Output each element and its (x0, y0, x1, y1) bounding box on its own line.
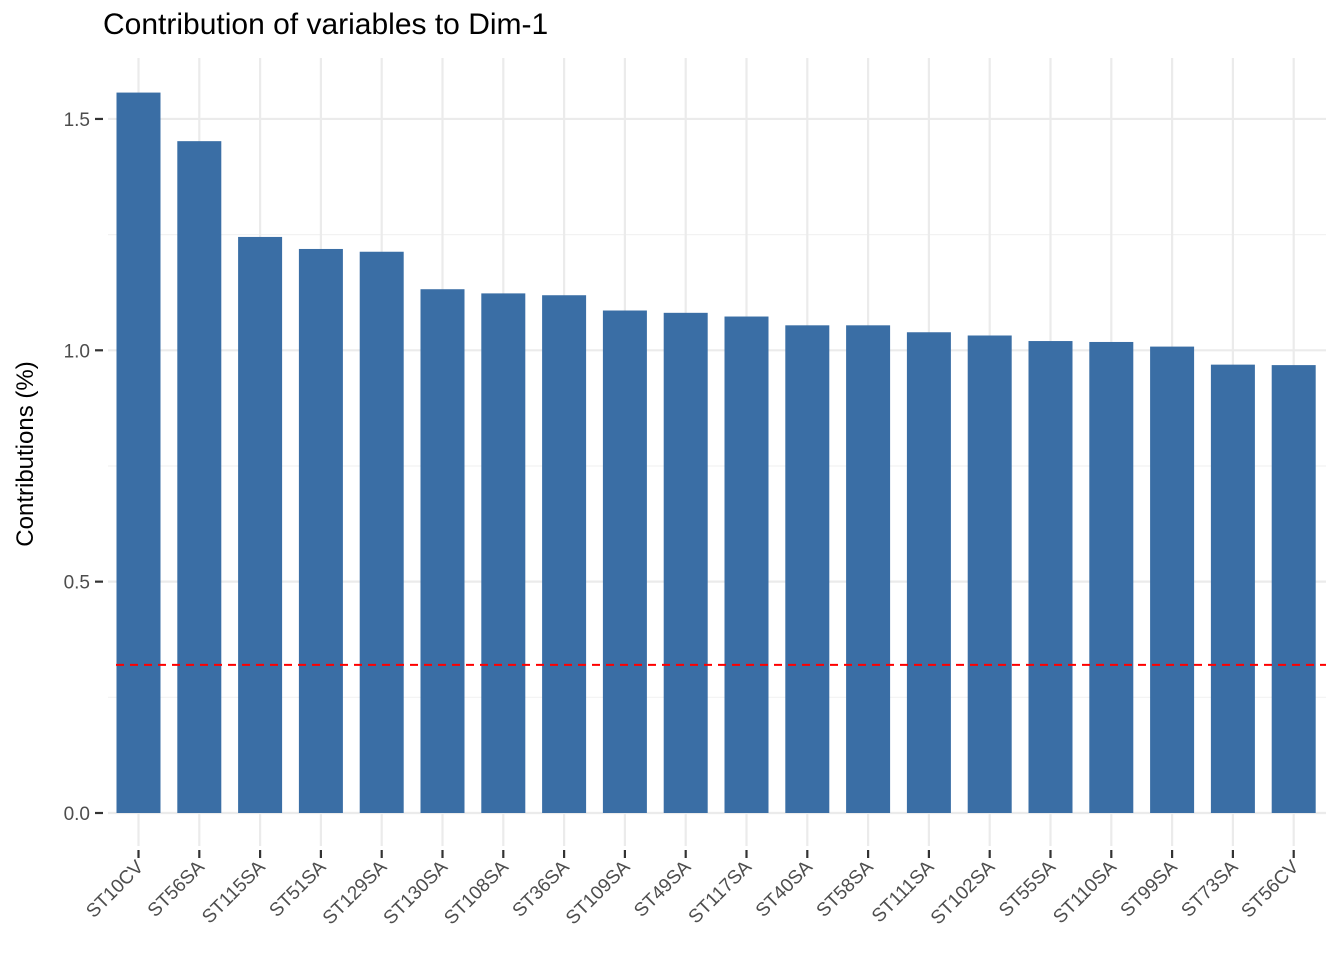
bar-st56sa (177, 141, 222, 813)
x-tick-label: ST56CV (1238, 856, 1304, 922)
bar-st108sa (481, 293, 526, 813)
bar-st40sa (785, 325, 830, 813)
bar-st10cv (116, 92, 161, 813)
bar-st51sa (298, 248, 343, 814)
bar-st117sa (724, 316, 769, 813)
x-tick-label: ST110SA (1049, 856, 1121, 928)
bars (116, 92, 1316, 814)
bar-st129sa (359, 251, 404, 814)
x-tick-label: ST108SA (440, 856, 513, 929)
x-tick-label: ST129SA (319, 856, 392, 929)
y-tick-label: 1.5 (64, 110, 90, 131)
bar-st102sa (967, 335, 1012, 813)
bar-st99sa (1150, 346, 1195, 813)
y-axis-title: Contributions (%) (12, 361, 39, 546)
bar-st56cv (1271, 365, 1316, 813)
bar-st49sa (663, 312, 708, 813)
chart-title: Contribution of variables to Dim-1 (103, 8, 549, 41)
x-tick-label: ST40SA (752, 856, 817, 921)
bar-st109sa (602, 310, 647, 813)
x-tick-label: ST115SA (198, 856, 270, 928)
x-tick-label: ST99SA (1117, 856, 1182, 921)
bar-st110sa (1089, 341, 1134, 813)
y-axis: 0.0 0.5 1.0 1.5 (64, 110, 103, 825)
bar-st36sa (542, 295, 587, 813)
x-tick-label: ST73SA (1178, 856, 1243, 921)
y-tick-label: 0.5 (64, 573, 90, 594)
bar-st111sa (906, 332, 951, 813)
y-tick-label: 1.0 (64, 341, 90, 362)
bar-st58sa (846, 325, 891, 813)
grid (108, 58, 1326, 846)
x-tick-label: ST109SA (562, 856, 635, 929)
x-tick-label: ST102SA (927, 856, 1000, 929)
x-axis: ST10CVST56SAST115SAST51SAST129SAST130SAS… (82, 850, 1303, 929)
bar-st55sa (1028, 341, 1073, 813)
x-tick-label: ST130SA (380, 856, 453, 929)
bar-st73sa (1210, 364, 1255, 813)
bar-st115sa (238, 236, 283, 814)
x-tick-label: ST10CV (82, 856, 148, 922)
y-tick-label: 0.0 (64, 804, 90, 825)
bar-st130sa (420, 289, 465, 813)
x-tick-label: ST117SA (685, 856, 757, 928)
